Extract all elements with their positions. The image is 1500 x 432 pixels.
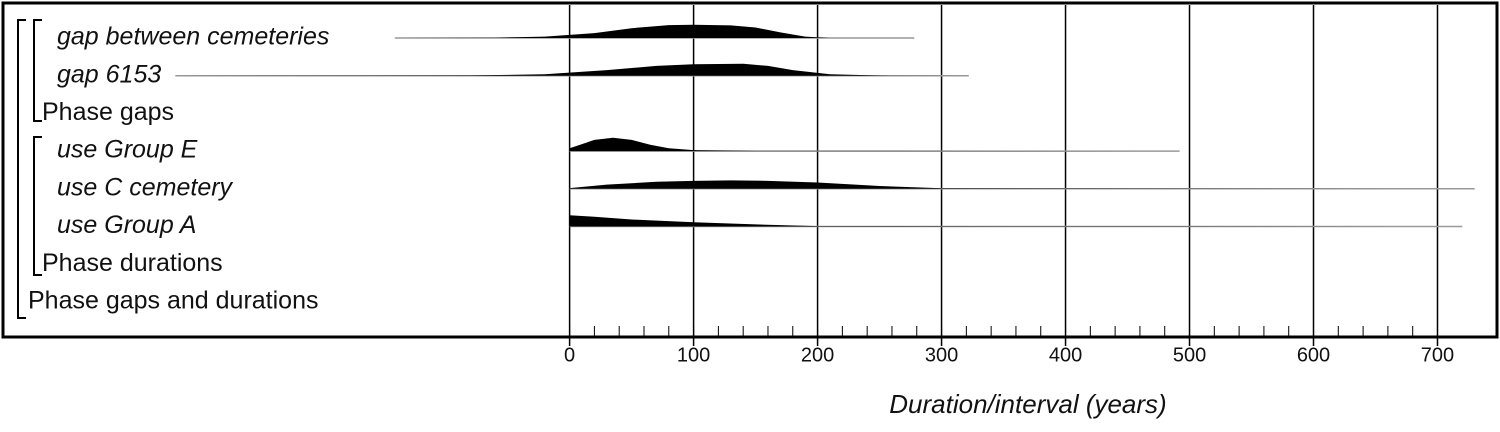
row-label: use Group E (57, 136, 198, 164)
bracket-gaps (33, 19, 42, 122)
distribution (569, 137, 1180, 152)
x-tick-label: 100 (677, 344, 710, 366)
row-label: gap between cemeteries (57, 23, 329, 51)
axis-title: Duration/interval (years) (889, 389, 1166, 419)
row-label: Phase gaps and durations (28, 287, 319, 315)
distribution (569, 180, 1475, 189)
row-label: Phase durations (42, 249, 223, 277)
x-tick-label: 400 (1049, 344, 1082, 366)
x-tick-label: 600 (1297, 344, 1330, 366)
row-label: gap 6153 (57, 60, 161, 88)
row-label: Phase gaps (42, 98, 174, 126)
distribution (175, 63, 969, 76)
distribution (569, 215, 1463, 227)
row-label: use Group A (57, 211, 196, 239)
x-tick-label: 0 (564, 344, 575, 366)
x-tick-label: 300 (925, 344, 958, 366)
brackets (17, 19, 42, 319)
row-label: use C cemetery (57, 173, 234, 201)
bracket-outer (17, 19, 26, 319)
x-tick-label: 200 (801, 344, 834, 366)
bracket-durations (33, 136, 42, 276)
x-tick-label: 700 (1421, 344, 1454, 366)
x-tick-label: 500 (1173, 344, 1206, 366)
distribution (396, 24, 915, 38)
frame (1, 1, 1499, 339)
